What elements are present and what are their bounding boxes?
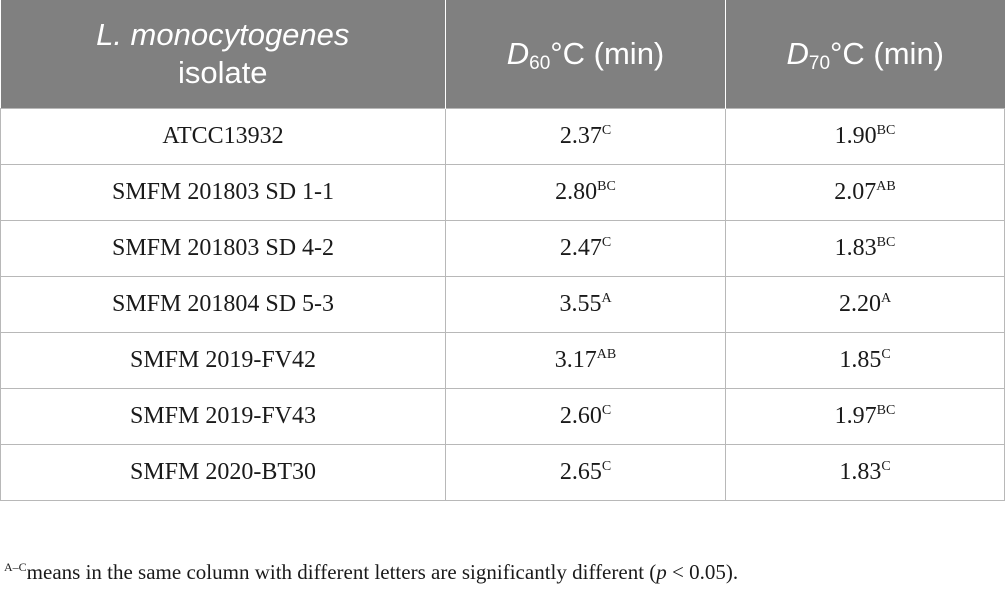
cell-d70: 1.85C bbox=[725, 332, 1005, 389]
header-d60-letter: D bbox=[506, 36, 530, 71]
cell-d60: 3.17AB bbox=[445, 332, 726, 389]
cell-isolate: ATCC13932 bbox=[0, 108, 446, 165]
d70-value: 1.83 bbox=[839, 459, 882, 485]
d60-value: 2.80 bbox=[555, 179, 598, 205]
cell-d70: 1.83C bbox=[725, 444, 1005, 501]
cell-d70: 1.83BC bbox=[725, 220, 1005, 277]
d70-value: 2.20 bbox=[838, 291, 881, 317]
d70-value: 1.85 bbox=[839, 347, 882, 373]
footnote-p-symbol: p bbox=[656, 560, 667, 584]
table-row: SMFM 201803 SD 1-1 2.80BC 2.07AB bbox=[0, 164, 1005, 221]
footnote-text-after: < 0.05). bbox=[666, 560, 739, 584]
cell-d60: 2.80BC bbox=[445, 164, 726, 221]
cell-isolate: SMFM 2019-FV42 bbox=[0, 332, 446, 389]
d70-value: 2.07 bbox=[834, 179, 877, 205]
d60-significance: C bbox=[601, 123, 612, 138]
table-row: SMFM 2019-FV43 2.60C 1.97BC bbox=[0, 388, 1005, 445]
d70-value: 1.97 bbox=[834, 403, 877, 429]
header-isolate: L. monocytogenes isolate bbox=[0, 0, 446, 109]
header-d60-unit: °C (min) bbox=[550, 36, 665, 71]
d70-significance: C bbox=[881, 347, 891, 362]
cell-d60: 2.65C bbox=[445, 444, 726, 501]
table-row: SMFM 2019-FV42 3.17AB 1.85C bbox=[0, 332, 1005, 389]
d70-value: 1.90 bbox=[834, 123, 877, 149]
cell-isolate: SMFM 201803 SD 4-2 bbox=[0, 220, 446, 277]
cell-d70: 1.97BC bbox=[725, 388, 1005, 445]
header-d70-letter: D bbox=[786, 36, 809, 71]
header-d70: D70°C (min) bbox=[725, 0, 1005, 109]
table-row: SMFM 2020-BT30 2.65C 1.83C bbox=[0, 444, 1005, 501]
d70-significance: C bbox=[881, 459, 891, 474]
header-d60-sub: 60 bbox=[529, 53, 551, 74]
d70-significance: BC bbox=[876, 403, 896, 418]
cell-isolate: SMFM 2020-BT30 bbox=[0, 444, 446, 501]
header-d60: D60°C (min) bbox=[445, 0, 726, 109]
cell-isolate: SMFM 201803 SD 1-1 bbox=[0, 164, 446, 221]
header-d70-unit: °C (min) bbox=[830, 36, 945, 71]
cell-d70: 1.90BC bbox=[725, 108, 1005, 165]
footnote-text-before: means in the same column with different … bbox=[26, 560, 657, 584]
cell-d70: 2.20A bbox=[725, 276, 1005, 333]
d70-significance: AB bbox=[876, 179, 896, 194]
d60-significance: A bbox=[601, 291, 612, 306]
d60-value: 2.37 bbox=[559, 123, 602, 149]
cell-d60: 2.47C bbox=[445, 220, 726, 277]
d60-significance: C bbox=[601, 459, 612, 474]
d60-value: 2.47 bbox=[559, 235, 602, 261]
header-isolate-label: isolate bbox=[177, 55, 268, 90]
table-footnote: A–Cmeans in the same column with differe… bbox=[4, 560, 738, 585]
d60-significance: BC bbox=[597, 179, 616, 194]
d60-value: 2.65 bbox=[559, 459, 602, 485]
table-header: L. monocytogenes isolate D60°C (min) D70… bbox=[0, 0, 1005, 109]
cell-isolate: SMFM 2019-FV43 bbox=[0, 388, 446, 445]
d70-value: 1.83 bbox=[834, 235, 877, 261]
d60-value: 3.17 bbox=[554, 347, 597, 373]
header-d70-sub: 70 bbox=[808, 53, 831, 74]
table-row: SMFM 201804 SD 5-3 3.55A 2.20A bbox=[0, 276, 1005, 333]
d60-significance: C bbox=[601, 403, 612, 418]
d70-significance: BC bbox=[876, 123, 896, 138]
cell-d70: 2.07AB bbox=[725, 164, 1005, 221]
cell-d60: 3.55A bbox=[445, 276, 726, 333]
d70-significance: A bbox=[880, 291, 892, 306]
cell-isolate: SMFM 201804 SD 5-3 bbox=[0, 276, 446, 333]
d60-value: 3.55 bbox=[559, 291, 602, 317]
data-table: L. monocytogenes isolate D60°C (min) D70… bbox=[0, 0, 1005, 501]
table-row: ATCC13932 2.37C 1.90BC bbox=[0, 108, 1005, 165]
cell-d60: 2.37C bbox=[445, 108, 726, 165]
d60-significance: C bbox=[601, 235, 612, 250]
d70-significance: BC bbox=[876, 235, 896, 250]
footnote-marker: A–C bbox=[4, 560, 27, 574]
table-body: ATCC13932 2.37C 1.90BC SMFM 201803 SD 1-1 2.… bbox=[0, 108, 1005, 501]
d60-value: 2.60 bbox=[559, 403, 602, 429]
table-row: SMFM 201803 SD 4-2 2.47C 1.83BC bbox=[0, 220, 1005, 277]
d60-significance: AB bbox=[596, 347, 617, 362]
cell-d60: 2.60C bbox=[445, 388, 726, 445]
header-isolate-species: L. monocytogenes bbox=[96, 17, 350, 52]
